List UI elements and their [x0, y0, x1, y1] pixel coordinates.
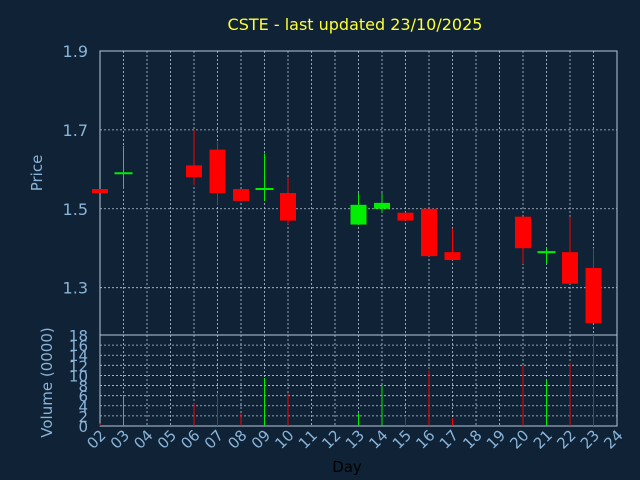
- x-tick-label: 09: [248, 426, 274, 452]
- x-tick-label: 08: [224, 426, 250, 452]
- candle-body: [186, 165, 202, 178]
- price-tick-label: 1.3: [63, 279, 88, 298]
- x-tick-label: 21: [530, 426, 556, 452]
- x-tick-label: 16: [412, 426, 438, 452]
- price-tick-label: 1.5: [63, 200, 88, 219]
- price-tick-label: 1.7: [63, 121, 88, 140]
- x-tick-label: 04: [130, 426, 156, 452]
- x-tick-label: 20: [506, 426, 532, 452]
- volume-tick-label: 18: [69, 327, 88, 345]
- volume-tick-label: 0: [78, 418, 88, 436]
- x-tick-label: 10: [271, 426, 297, 452]
- candle-body: [397, 212, 414, 221]
- x-tick-label: 22: [553, 426, 579, 452]
- volume-tick-label: 16: [69, 337, 88, 355]
- x-tick-label: 19: [483, 426, 509, 452]
- candle-body: [374, 202, 390, 209]
- volume-tick-label: 2: [78, 408, 88, 426]
- candle-body: [350, 204, 367, 225]
- x-tick-label: 13: [342, 426, 368, 452]
- x-tick-label: 05: [154, 426, 180, 452]
- volume-axis-label: Volume (0000): [38, 327, 56, 437]
- volume-tick-label: 8: [78, 378, 88, 396]
- volume-tick-label: 10: [69, 367, 88, 385]
- x-tick-label: 11: [295, 426, 321, 452]
- chart-title: CSTE - last updated 23/10/2025: [228, 15, 483, 34]
- candle-body: [233, 189, 249, 201]
- volume-tick-label: 14: [69, 347, 88, 365]
- x-tick-label: 23: [577, 426, 603, 452]
- candle-body: [562, 252, 578, 284]
- candle-body: [515, 216, 531, 249]
- candle-body: [585, 267, 602, 324]
- x-tick-label: 17: [436, 426, 462, 452]
- candle-body: [209, 149, 226, 193]
- x-tick-label: 18: [459, 426, 485, 452]
- x-tick-label: 14: [365, 426, 391, 452]
- x-tick-label: 06: [177, 426, 203, 452]
- volume-tick-label: 6: [78, 388, 88, 406]
- volume-tick-label: 12: [69, 357, 88, 375]
- candle-body: [280, 193, 296, 221]
- x-axis-label: Day: [332, 458, 362, 476]
- x-tick-label: 24: [600, 426, 626, 452]
- x-tick-label: 03: [107, 426, 133, 452]
- x-tick-label: 12: [318, 426, 344, 452]
- x-tick-label: 07: [201, 426, 227, 452]
- candle-body: [444, 252, 461, 261]
- x-tick-label: 15: [389, 426, 415, 452]
- volume-tick-label: 4: [78, 398, 88, 416]
- candle-body: [92, 189, 108, 193]
- candle-body: [421, 208, 437, 257]
- price-axis-label: Price: [28, 155, 46, 192]
- price-tick-label: 1.9: [63, 42, 88, 61]
